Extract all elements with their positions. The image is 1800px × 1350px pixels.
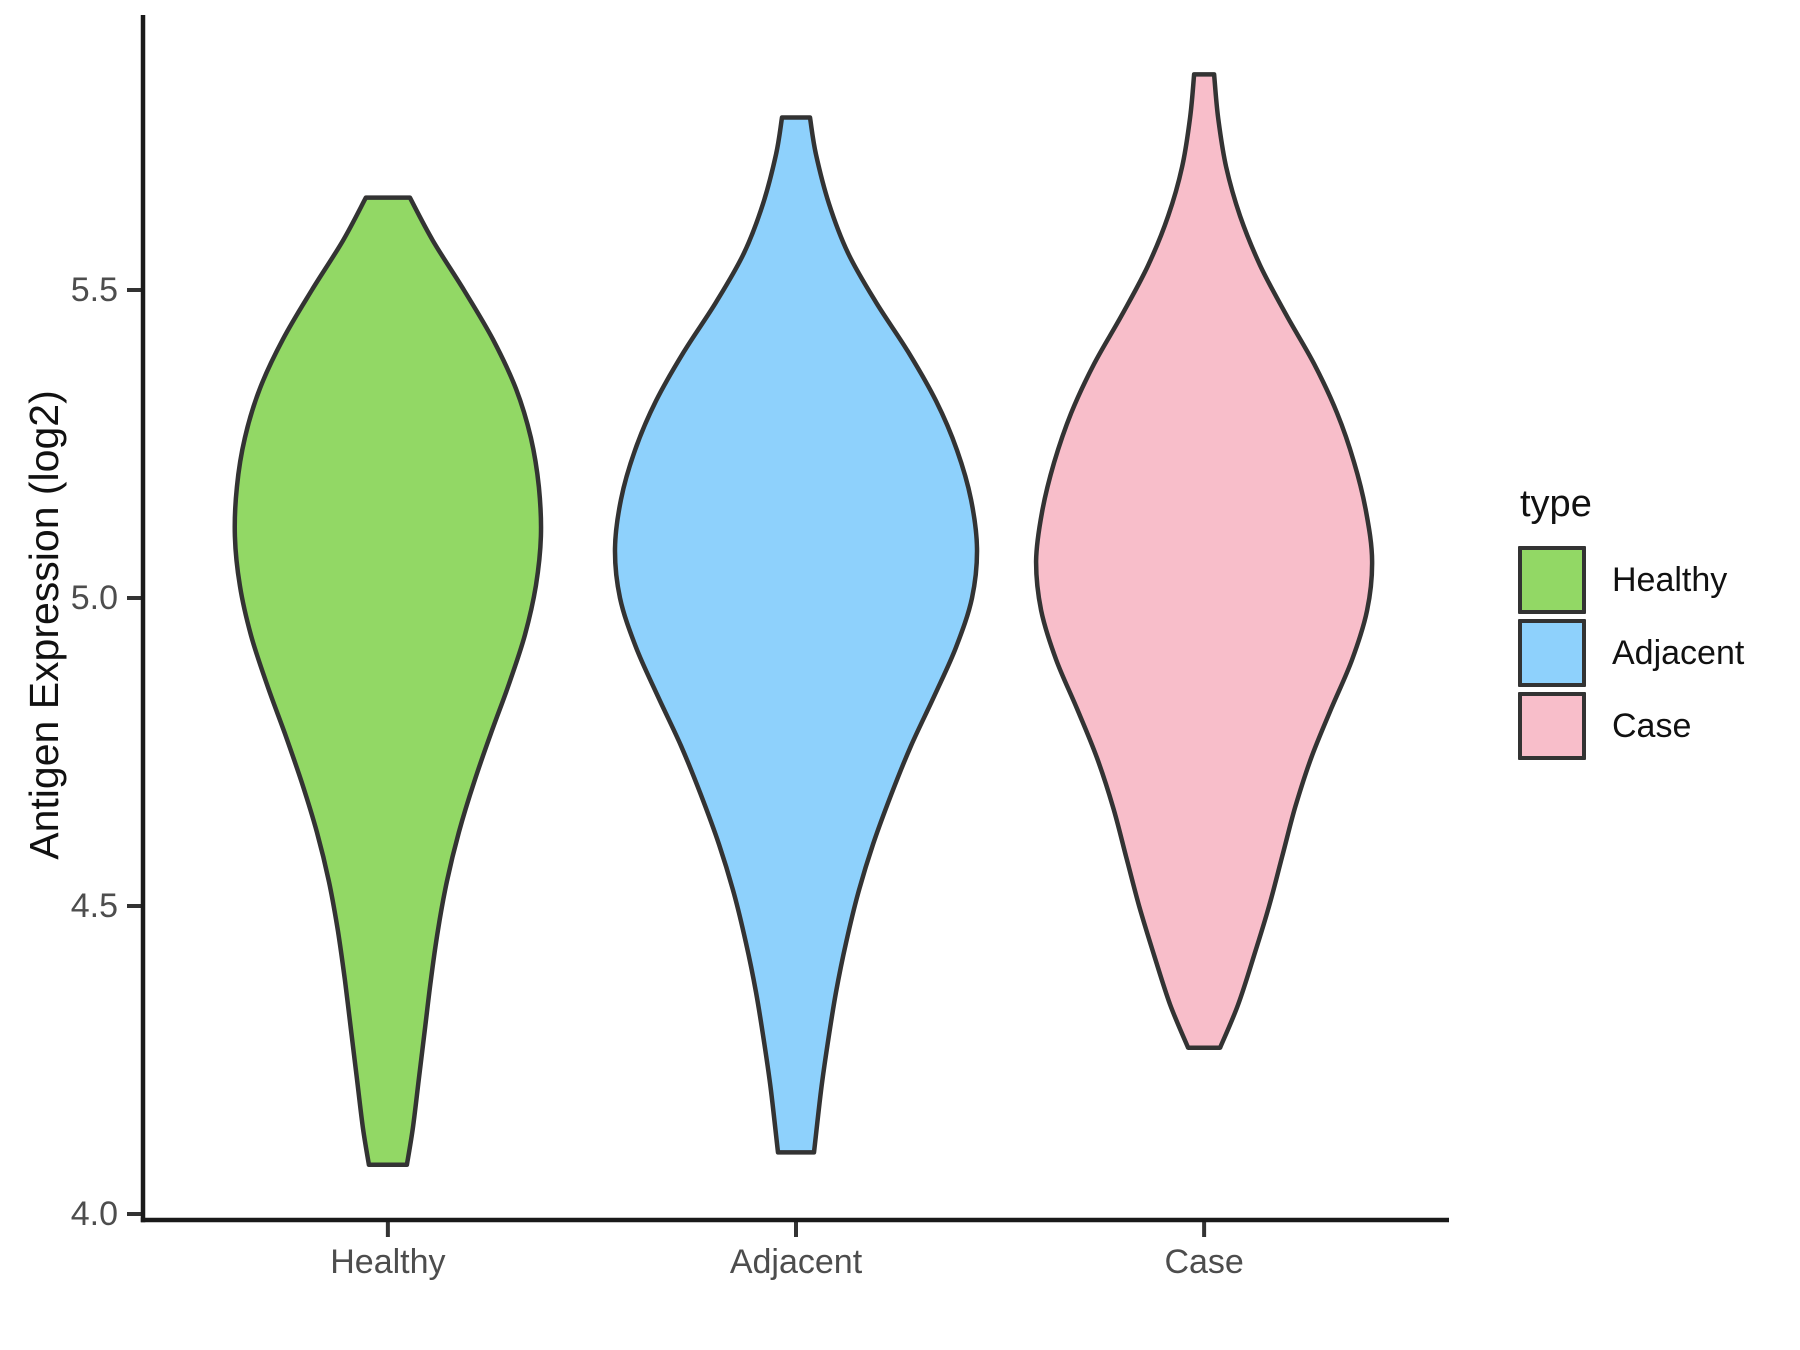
legend-key-swatch-healthy [1518,546,1586,614]
legend-label: Healthy [1612,561,1728,599]
legend-title: type [1520,483,1592,525]
legend-item-case: Case [1518,692,1744,760]
violin-case [1033,72,1375,1050]
legend-key-swatch-case [1518,692,1586,760]
tick-marks [127,288,1207,1237]
legend: type Healthy Adjacent Case [1518,482,1744,765]
violin-adjacent [612,115,980,1155]
legend-key-swatch-adjacent [1518,619,1586,687]
legend-item-healthy: Healthy [1518,546,1744,614]
legend-item-adjacent: Adjacent [1518,619,1744,687]
axes [140,15,1449,1223]
legend-label: Adjacent [1612,634,1745,672]
violins [232,72,1375,1167]
violin-healthy [232,195,544,1167]
legend-label: Case [1612,707,1692,745]
